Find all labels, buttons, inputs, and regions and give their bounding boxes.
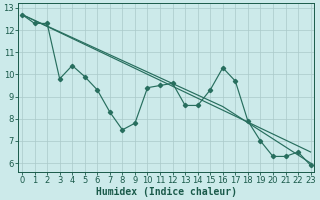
X-axis label: Humidex (Indice chaleur): Humidex (Indice chaleur) [96,186,237,197]
